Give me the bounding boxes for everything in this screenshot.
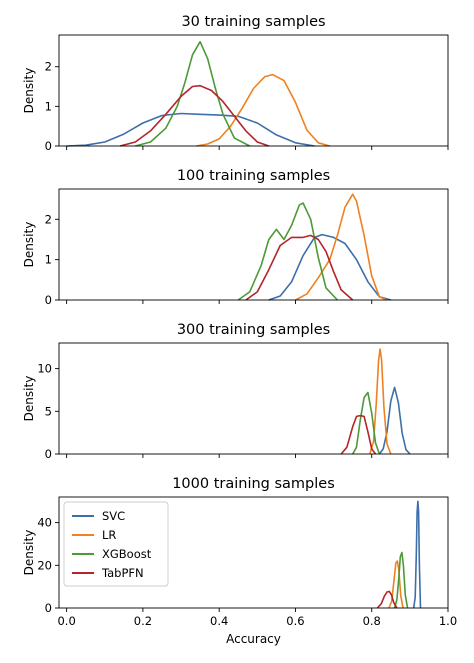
legend-label-lr: LR xyxy=(102,528,116,542)
density-curve-lr xyxy=(295,193,388,301)
plot-frame xyxy=(58,342,449,455)
density-curve-tabpfn xyxy=(376,590,398,609)
chart-panel-2: 100 training samples 0 1 2 Density xyxy=(22,168,449,307)
density-curve-xgboost xyxy=(237,202,338,301)
density-curve-xgboost xyxy=(393,551,409,609)
density-curve-lr xyxy=(196,73,331,147)
legend-box xyxy=(63,501,169,587)
density-curve-tabpfn xyxy=(119,84,270,147)
panel-title: 300 training samples xyxy=(177,322,330,338)
x-tick-label: 1.0 xyxy=(439,614,457,628)
y-tick-label: 10 xyxy=(37,362,52,376)
chart-panel-4: 1000 training samples 0 20 40 0.0 0.2 0.4 0.6 0.… xyxy=(22,476,457,646)
y-tick-label: 1 xyxy=(45,99,52,113)
y-axis-label: Density xyxy=(22,222,36,268)
x-tick-label: 0.8 xyxy=(363,614,381,628)
x-tick-label: 0.6 xyxy=(286,614,304,628)
y-tick-label: 0 xyxy=(45,293,52,307)
density-curve-lr xyxy=(369,348,392,455)
y-tick-label: 2 xyxy=(45,60,52,74)
y-axis-label: Density xyxy=(22,376,36,422)
x-tick-label: 0.4 xyxy=(210,614,228,628)
legend: SVC LR XGBoost TabPFN xyxy=(63,501,169,587)
x-axis-label: Accuracy xyxy=(226,632,281,646)
y-tick-label: 40 xyxy=(37,516,52,530)
y-tick-label: 2 xyxy=(45,212,52,226)
y-axis-label: Density xyxy=(22,530,36,576)
x-tick-label: 0.0 xyxy=(57,614,75,628)
density-curve-svc xyxy=(66,112,315,147)
legend-label-svc: SVC xyxy=(102,509,125,523)
plot-frame xyxy=(58,496,449,609)
y-axis-label: Density xyxy=(22,68,36,114)
y-tick-label: 0 xyxy=(45,447,52,461)
y-tick-label: 20 xyxy=(37,558,52,572)
panel-title: 30 training samples xyxy=(181,14,325,30)
y-tick-label: 0 xyxy=(45,601,52,615)
plot-frame xyxy=(58,34,449,147)
y-tick-label: 5 xyxy=(45,404,52,418)
density-curve-tabpfn xyxy=(245,234,354,301)
x-tick-label: 0.2 xyxy=(134,614,152,628)
density-curve-tabpfn xyxy=(340,414,377,455)
y-tick-label: 0 xyxy=(45,139,52,153)
panel-title: 1000 training samples xyxy=(172,476,335,492)
density-curve-xgboost xyxy=(352,391,381,455)
plot-frame xyxy=(58,188,449,301)
chart-panel-1: 30 training samples 0 1 2 Density xyxy=(22,14,449,153)
density-curve-svc xyxy=(378,386,411,455)
density-curve-svc xyxy=(412,500,422,609)
legend-label-xgboost: XGBoost xyxy=(102,547,152,561)
y-tick-label: 1 xyxy=(45,253,52,267)
density-curve-xgboost xyxy=(135,40,251,147)
density-curve-svc xyxy=(268,233,392,301)
panel-title: 100 training samples xyxy=(177,168,330,184)
legend-label-tabpfn: TabPFN xyxy=(101,566,144,580)
